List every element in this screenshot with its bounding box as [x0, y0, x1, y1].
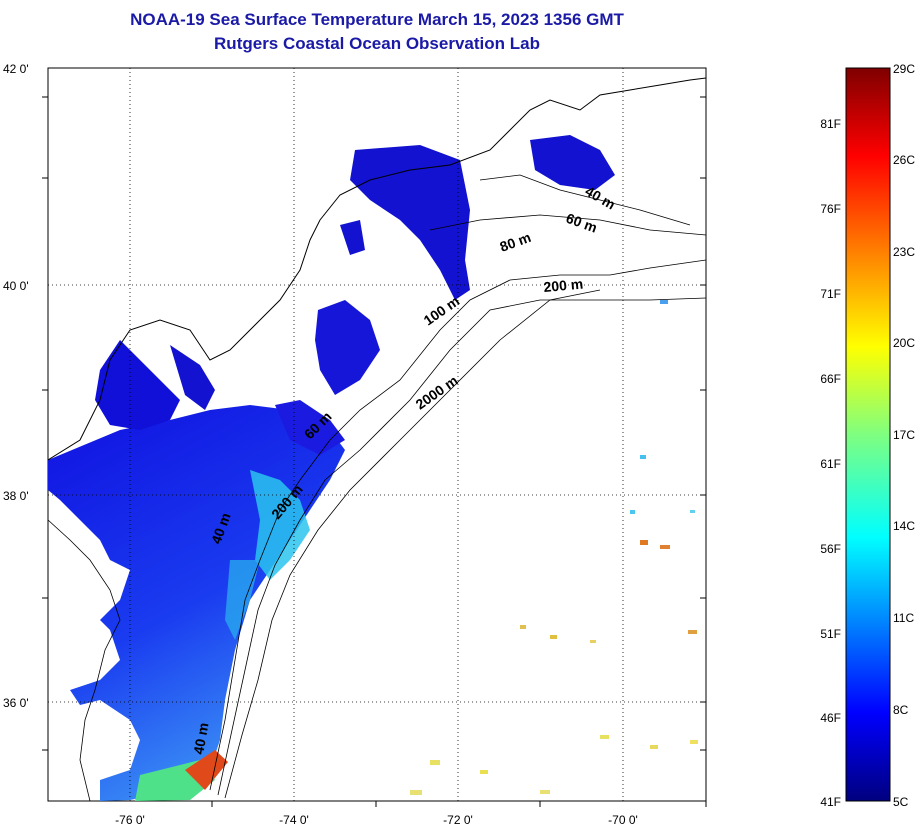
- celsius-label: 8C: [893, 703, 909, 717]
- fahrenheit-label: 51F: [820, 627, 841, 641]
- lis-sst-patch: [350, 145, 470, 300]
- colorbar-celsius-labels: 29C 26C 23C 20C 17C 14C 11C 8C 5C: [893, 62, 915, 809]
- lon-label: -70 0': [608, 813, 638, 827]
- delaware-bay-sst-patch: [170, 345, 215, 410]
- colorbar: [845, 67, 891, 802]
- lat-label: 42 0': [3, 62, 29, 76]
- isobath-2000: [224, 289, 601, 799]
- celsius-label: 5C: [893, 795, 909, 809]
- contour-label: 40 m: [190, 721, 211, 755]
- lat-label: 36 0': [3, 696, 29, 710]
- coastline-west: [48, 519, 121, 801]
- celsius-label: 26C: [893, 153, 915, 167]
- lon-label: -74 0': [279, 813, 309, 827]
- fahrenheit-label: 46F: [820, 711, 841, 725]
- celsius-label: 17C: [893, 428, 915, 442]
- shelf-sst-patch-2: [275, 400, 345, 455]
- colorbar-fahrenheit-labels: 81F 76F 71F 66F 61F 56F 51F 46F 41F: [820, 117, 841, 809]
- bay-sst-patch: [95, 340, 180, 430]
- fahrenheit-label: 71F: [820, 287, 841, 301]
- latitude-labels: 42 0' 40 0' 38 0' 36 0': [3, 62, 29, 710]
- cape-cod-sst-patch: [530, 135, 615, 190]
- celsius-label: 20C: [893, 336, 915, 350]
- scattered-warm-pixels: [410, 300, 698, 795]
- map-content: 40 m 60 m 80 m 200 m 100 m 2000 m 60 m 2…: [48, 68, 706, 801]
- fahrenheit-label: 76F: [820, 202, 841, 216]
- map-title: NOAA-19 Sea Surface Temperature March 15…: [130, 10, 624, 29]
- map-subtitle: Rutgers Coastal Ocean Observation Lab: [214, 34, 540, 53]
- fahrenheit-label: 61F: [820, 457, 841, 471]
- isobath-60: [429, 214, 706, 236]
- gulfstream-red-patch: [185, 750, 228, 790]
- celsius-label: 14C: [893, 519, 915, 533]
- coastline: [48, 77, 706, 461]
- isobath-40-north: [479, 174, 691, 226]
- axis-ticks: [42, 96, 707, 807]
- celsius-label: 29C: [893, 62, 915, 76]
- fahrenheit-label: 41F: [820, 795, 841, 809]
- celsius-label: 11C: [893, 611, 914, 625]
- longitude-labels: -76 0' -74 0' -72 0' -70 0': [115, 813, 638, 827]
- isobath-200: [217, 297, 706, 796]
- isobath-40-80: [209, 259, 706, 791]
- celsius-label: 23C: [893, 245, 915, 259]
- fahrenheit-label: 81F: [820, 117, 841, 131]
- lon-label: -72 0': [443, 813, 473, 827]
- graticule: [48, 68, 706, 801]
- small-sst-patch: [340, 220, 365, 255]
- lat-label: 38 0': [3, 489, 29, 503]
- contour-label: 200 m: [543, 276, 584, 295]
- nj-shelf-sst-patch: [315, 300, 380, 395]
- lat-label: 40 0': [3, 279, 29, 293]
- fahrenheit-label: 56F: [820, 542, 841, 556]
- fahrenheit-label: 66F: [820, 372, 841, 386]
- offshore-cyan-patch-2: [225, 560, 260, 640]
- lon-label: -76 0': [115, 813, 145, 827]
- offshore-cyan-patch: [250, 470, 310, 580]
